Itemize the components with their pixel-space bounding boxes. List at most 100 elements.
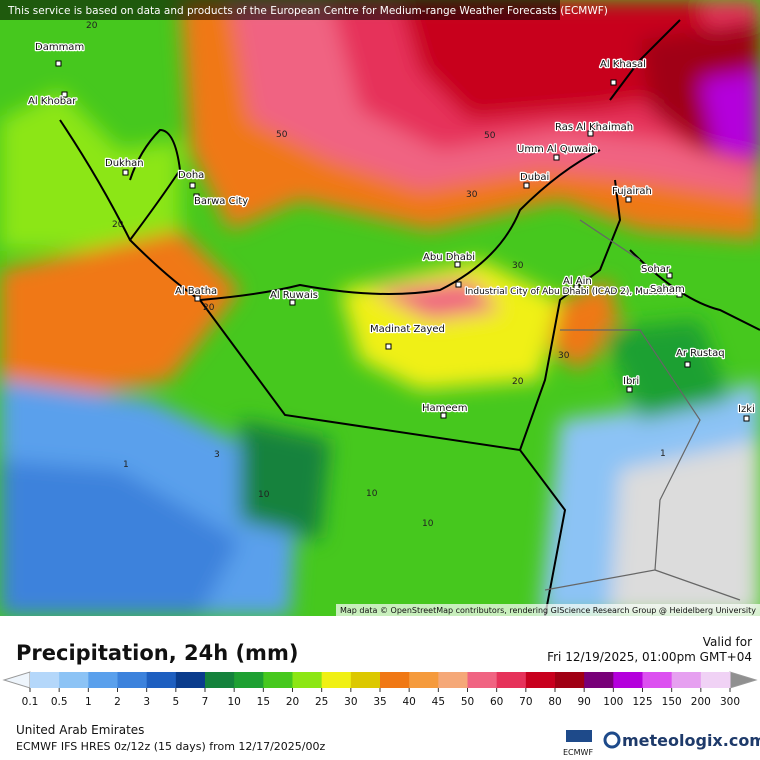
forecast-map: Dammam Al Khobar Dukhan Doha Barwa City …: [0, 0, 760, 616]
contour-label: 30: [466, 190, 478, 200]
place-label: Al Ain: [563, 276, 592, 287]
place-label: Barwa City: [194, 196, 248, 207]
tick-label: 5: [172, 696, 179, 708]
color-bin: [350, 672, 381, 688]
color-bin: [263, 672, 293, 688]
color-bin: [234, 672, 264, 688]
contour-label: 30: [512, 261, 524, 271]
place-label: Izki: [738, 404, 755, 415]
color-bin: [59, 672, 89, 688]
place-label: Al Khobar: [28, 96, 77, 107]
color-bin: [438, 672, 468, 688]
color-bin: [584, 672, 614, 688]
tick-label: 30: [344, 696, 357, 708]
place-label: Saham: [650, 284, 685, 295]
tick-label: 40: [402, 696, 415, 708]
tick-label: 10: [227, 696, 240, 708]
place-label: Al Khasal: [600, 59, 646, 70]
contour-label: 20: [86, 21, 98, 31]
contour-label: 30: [558, 351, 570, 361]
color-bin: [555, 672, 585, 688]
over-arrow: [729, 671, 758, 689]
place-label: Dubai: [520, 172, 549, 183]
model-info: ECMWF IFS HRES 0z/12z (15 days) from 12/…: [16, 740, 326, 753]
valid-label: Valid for: [703, 635, 752, 649]
color-bin: [613, 672, 643, 688]
tick-label: 1: [85, 696, 92, 708]
contour-label: 1: [123, 460, 129, 470]
region: United Arab Emirates: [16, 723, 144, 737]
contour-label: 3: [214, 450, 220, 460]
color-bin: [205, 672, 235, 688]
tick-label: 60: [490, 696, 503, 708]
place-label: Hameem: [422, 403, 467, 414]
color-bin: [409, 672, 439, 688]
contour-label: 50: [276, 130, 288, 140]
legend-panel: Precipitation, 24h (mm) Valid for Fri 12…: [2, 635, 760, 757]
color-bin: [146, 672, 177, 688]
tick-label: 80: [548, 696, 561, 708]
tick-label: 300: [720, 696, 740, 708]
tick-label: 100: [603, 696, 623, 708]
place-label: Ibri: [623, 376, 639, 387]
place-label: Madinat Zayed: [370, 324, 445, 335]
tick-label: 7: [202, 696, 209, 708]
brand-icon: [603, 731, 621, 749]
city-markers: [55, 60, 750, 422]
color-bin: [30, 672, 60, 688]
place-label: Abu Dhabi: [423, 252, 475, 263]
place-label: Al Ruwais: [270, 290, 318, 301]
tick-label: 200: [691, 696, 711, 708]
place-label: Doha: [178, 170, 204, 181]
tick-label: 150: [662, 696, 682, 708]
place-label: Ar Rustaq: [676, 348, 725, 359]
color-bin: [117, 672, 148, 688]
tick-label: 35: [373, 696, 386, 708]
tick-label: 125: [632, 696, 652, 708]
place-label: Sohar: [641, 264, 671, 275]
valid-time: Fri 12/19/2025, 01:00pm GMT+04: [547, 650, 752, 664]
tick-label: 3: [143, 696, 150, 708]
tick-label: 45: [432, 696, 445, 708]
color-bin: [175, 672, 206, 688]
contour-label: 50: [484, 131, 496, 141]
tick-label: 0.1: [22, 696, 39, 708]
tick-label: 25: [315, 696, 328, 708]
under-arrow: [2, 671, 31, 689]
contour-label: 20: [112, 220, 124, 230]
place-label: Dukhan: [105, 158, 144, 169]
contour-label: 10: [422, 519, 434, 529]
contour-label: 1: [660, 449, 666, 459]
contour-label: 20: [203, 303, 215, 313]
contour-label: 10: [366, 489, 378, 499]
color-bin: [525, 672, 556, 688]
color-bin: [496, 672, 527, 688]
color-bin: [671, 672, 702, 688]
contour-label: 20: [512, 377, 524, 387]
tick-label: 15: [257, 696, 270, 708]
tick-label: 20: [286, 696, 299, 708]
attribution: Map data © OpenStreetMap contributors, r…: [340, 606, 756, 615]
admin-lines: [544, 219, 741, 601]
tick-label: 50: [461, 696, 474, 708]
color-bin: [642, 672, 673, 688]
place-label: Ras Al Khaimah: [555, 122, 633, 133]
color-bin: [88, 672, 118, 688]
place-label: Dammam: [35, 42, 84, 53]
attribution-bg: [336, 604, 760, 616]
color-bin: [467, 672, 498, 688]
color-bin: [321, 672, 352, 688]
color-bin: [700, 672, 731, 688]
ecmwf-icon: [566, 730, 592, 742]
ecmwf-logo: ECMWF: [563, 748, 593, 757]
place-label: Umm Al Quwain: [517, 144, 597, 155]
color-bin: [292, 672, 323, 688]
colorbar: 0.1 0.5 1 2 3 5 7 10 15 20 25 30 35 40 45 50 60 70 80 90 100…: [2, 671, 758, 708]
contour-label: 10: [258, 490, 270, 500]
color-bin: [380, 672, 410, 688]
tick-label: 0.5: [51, 696, 68, 708]
place-label: Al Batha: [175, 286, 217, 297]
tick-label: 90: [577, 696, 590, 708]
brand: meteologix.com: [622, 731, 760, 750]
banner: This service is based on data and produc…: [7, 5, 608, 17]
